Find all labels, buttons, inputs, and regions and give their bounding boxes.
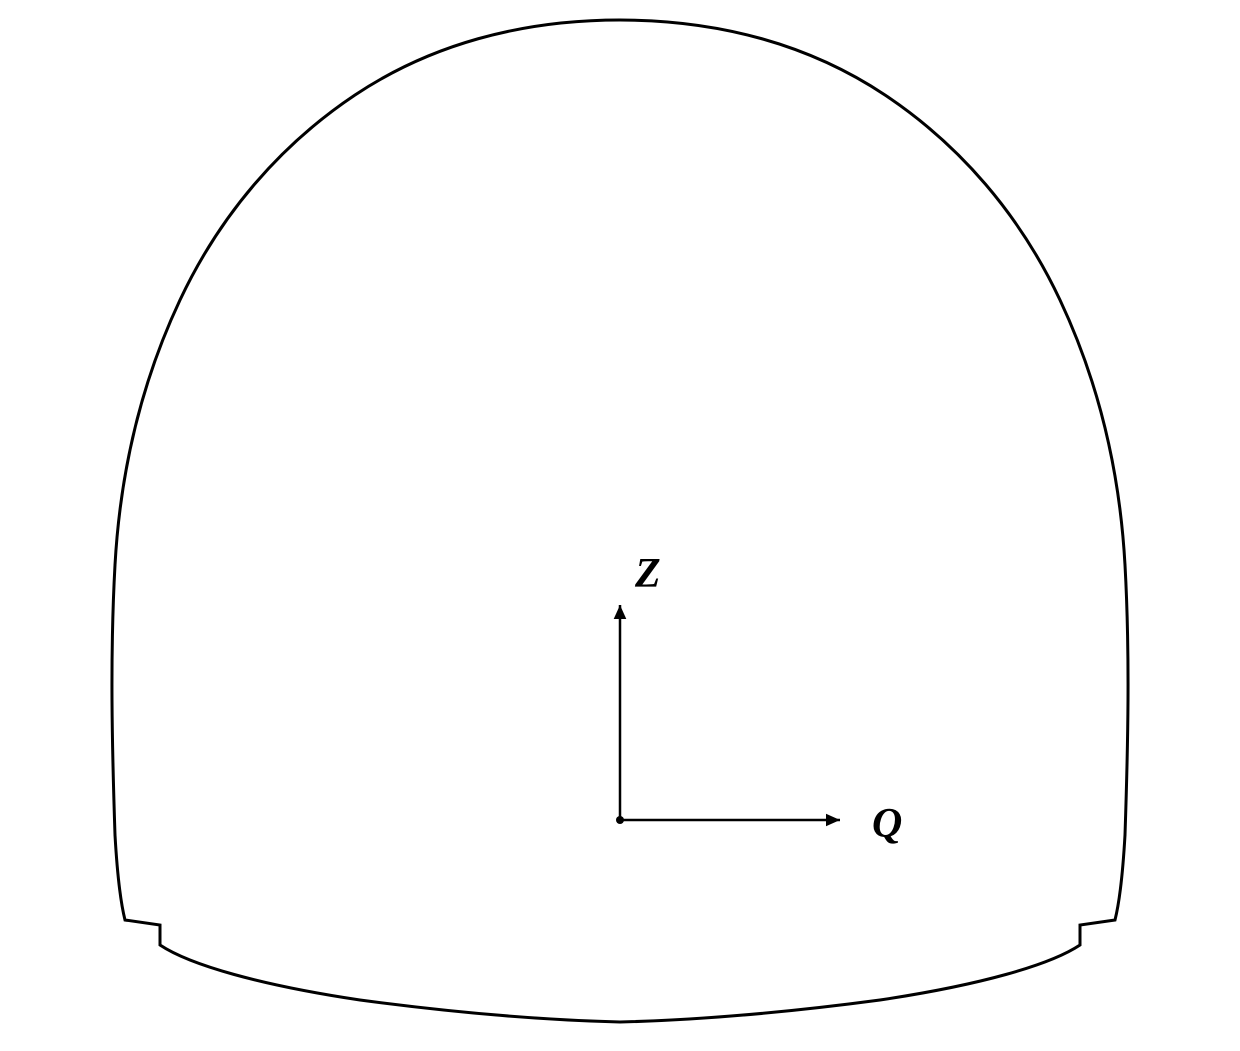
tunnel-outline [112,20,1128,1022]
q-axis-label: Q [872,800,902,848]
diagram-svg [0,0,1240,1051]
z-axis-arrowhead [614,605,627,619]
tunnel-diagram: Z Q [0,0,1240,1051]
q-axis-arrowhead [826,814,840,827]
z-axis-label: Z [635,550,661,598]
